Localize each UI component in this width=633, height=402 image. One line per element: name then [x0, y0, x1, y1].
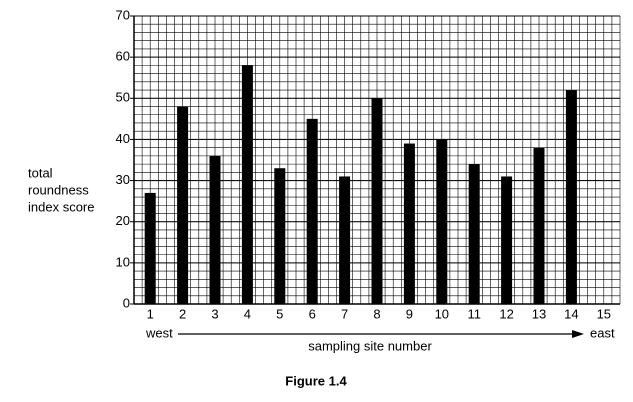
x-tick-label: 4 — [244, 306, 251, 321]
bar — [306, 118, 318, 304]
x-tick-label: 11 — [467, 306, 481, 321]
x-tick-label: 8 — [373, 306, 380, 321]
bar — [565, 90, 577, 304]
x-tick-label: 14 — [564, 306, 578, 321]
x-tick-label: 9 — [406, 306, 413, 321]
y-tick-label: 70 — [116, 7, 130, 22]
y-tick-label: 20 — [116, 213, 130, 228]
y-tick-label: 0 — [123, 295, 130, 310]
bar — [209, 155, 221, 304]
bar — [436, 139, 448, 304]
bar — [468, 164, 480, 304]
arrow-head — [572, 330, 584, 338]
bar — [533, 147, 545, 304]
caption: Figure 1.4 — [285, 373, 347, 388]
x-tick-label: 2 — [179, 306, 186, 321]
x-tick-label: 1 — [147, 306, 154, 321]
x-tick-label: 5 — [276, 306, 283, 321]
bar — [241, 65, 253, 304]
bar — [339, 176, 351, 304]
bar — [274, 168, 286, 304]
x-tick-label: 7 — [341, 306, 348, 321]
bar — [403, 143, 415, 304]
y-axis-label: roundness — [28, 182, 89, 197]
y-tick-label: 10 — [116, 254, 130, 269]
bar — [144, 192, 156, 304]
y-axis-label: total — [28, 165, 53, 180]
x-tick-label: 3 — [211, 306, 218, 321]
east-label: east — [590, 325, 615, 340]
x-tick-label: 13 — [532, 306, 546, 321]
y-tick-label: 30 — [116, 172, 130, 187]
west-label: west — [145, 325, 173, 340]
x-axis-label: sampling site number — [308, 338, 432, 353]
bar — [501, 176, 513, 304]
y-tick-label: 40 — [116, 131, 130, 146]
bar — [177, 106, 189, 304]
x-tick-label: 12 — [499, 306, 513, 321]
x-tick-label: 10 — [435, 306, 449, 321]
y-tick-label: 60 — [116, 49, 130, 64]
y-axis-label: index score — [28, 199, 94, 214]
x-tick-label: 15 — [597, 306, 611, 321]
x-tick-label: 6 — [309, 306, 316, 321]
y-tick-label: 50 — [116, 90, 130, 105]
bar — [371, 98, 383, 305]
